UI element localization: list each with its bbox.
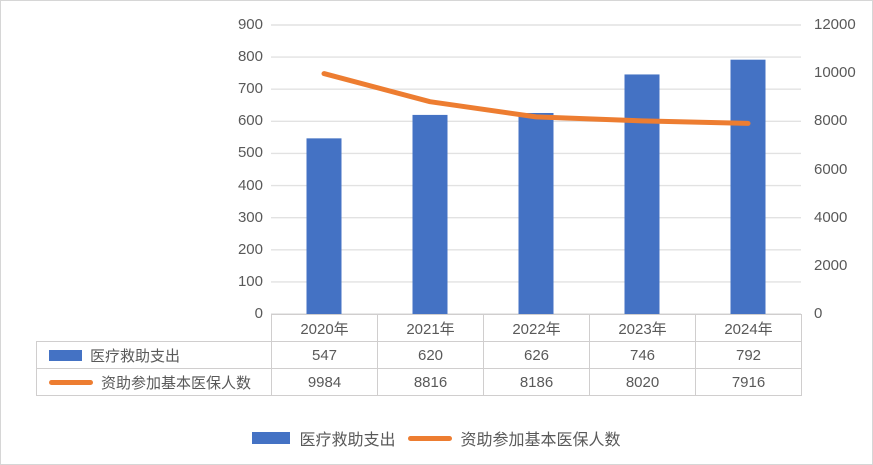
left-axis-tick-0: 0: [254, 305, 263, 322]
table-value-2022年-bar: 626: [483, 341, 590, 369]
legend-label-line-series: 资助参加基本医保人数: [460, 432, 621, 449]
table-row-label-line-series: 资助参加基本医保人数: [36, 368, 272, 396]
bar-2024年: [730, 59, 766, 315]
right-axis-tick-8000: 8000: [814, 112, 848, 130]
left-axis-tick-800: 800: [237, 48, 263, 66]
right-axis-tick-0: 0: [814, 305, 823, 322]
table-row-label-bar-series: 医疗救助支出: [36, 341, 272, 369]
right-axis-tick-12000: 12000: [814, 16, 856, 33]
table-value-2023年-bar: 746: [589, 341, 696, 369]
chart-legend: 医疗救助支出 资助参加基本医保人数: [1, 426, 872, 450]
left-axis-tick-400: 400: [237, 176, 263, 194]
right-axis-tick-6000: 6000: [814, 160, 848, 178]
series-name: 医疗救助支出: [90, 347, 181, 365]
right-axis-tick-4000: 4000: [814, 208, 848, 226]
left-axis-tick-100: 100: [237, 272, 263, 290]
left-axis-tick-900: 900: [237, 16, 263, 33]
bar-2021年: [412, 114, 448, 315]
left-axis-tick-300: 300: [237, 208, 263, 226]
bar-series-swatch-icon: [252, 432, 291, 444]
legend-label-bar-series: 医疗救助支出: [299, 432, 396, 449]
category-cell-2023年: 2023年: [589, 314, 696, 342]
category-cell-2020年: 2020年: [271, 314, 378, 342]
bar-2023年: [624, 74, 660, 314]
category-cell-2022年: 2022年: [483, 314, 590, 342]
right-axis-tick-10000: 10000: [814, 64, 856, 82]
left-axis-tick-600: 600: [237, 112, 263, 130]
table-value-2020年-line: 9984: [271, 368, 378, 396]
table-value-2023年-line: 8020: [589, 368, 696, 396]
legend-item-line-series: 资助参加基本医保人数: [407, 426, 621, 450]
bar-2022年: [518, 112, 554, 315]
category-cell-2024年: 2024年: [695, 314, 802, 342]
line-series-swatch-icon: [407, 435, 452, 441]
table-value-2021年-line: 8816: [377, 368, 484, 396]
left-axis-tick-500: 500: [237, 144, 263, 162]
right-axis-tick-2000: 2000: [814, 256, 848, 274]
table-value-2020年-bar: 547: [271, 341, 378, 369]
bar-series-key-icon: [49, 349, 82, 361]
table-value-2024年-line: 7916: [695, 368, 802, 396]
line-series-key-icon: [49, 379, 93, 385]
left-axis-tick-200: 200: [237, 240, 263, 258]
left-axis-tick-700: 700: [237, 80, 263, 98]
legend-item-bar-series: 医疗救助支出: [252, 426, 396, 450]
bar-2020年: [306, 138, 342, 314]
line-series-path: [321, 71, 751, 126]
table-value-2022年-line: 8186: [483, 368, 590, 396]
series-name: 资助参加基本医保人数: [101, 374, 252, 392]
category-cell-2021年: 2021年: [377, 314, 484, 342]
table-value-2021年-bar: 620: [377, 341, 484, 369]
table-value-2024年-bar: 792: [695, 341, 802, 369]
